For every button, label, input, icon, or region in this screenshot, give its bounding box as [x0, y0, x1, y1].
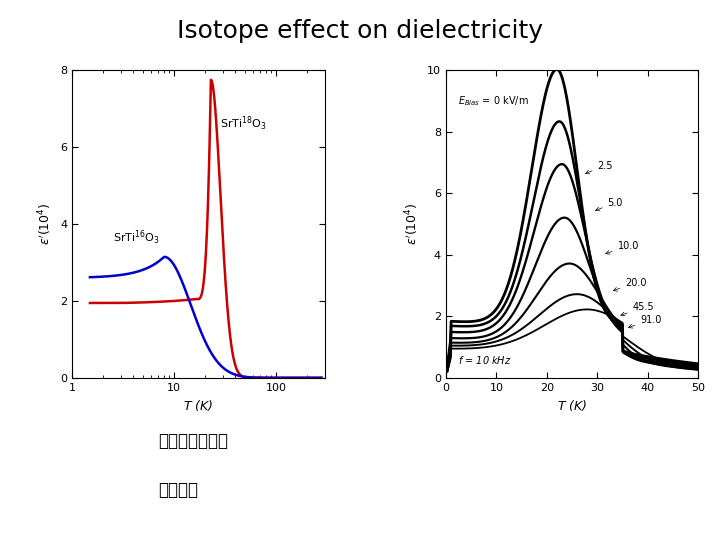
- Text: $E_{Bias}$ = 0 kV/m: $E_{Bias}$ = 0 kV/m: [459, 94, 529, 108]
- Text: 45.5: 45.5: [621, 302, 654, 316]
- Text: 例えば、: 例えば、: [158, 481, 199, 498]
- Text: 91.0: 91.0: [629, 314, 662, 328]
- Text: $f$ = 10 kHz: $f$ = 10 kHz: [459, 354, 512, 366]
- Text: SrTi$^{16}$O$_3$: SrTi$^{16}$O$_3$: [112, 228, 160, 247]
- Y-axis label: $\varepsilon'(10^4)$: $\varepsilon'(10^4)$: [37, 202, 55, 246]
- X-axis label: $T$ (K): $T$ (K): [557, 399, 588, 414]
- X-axis label: $T$ (K): $T$ (K): [183, 399, 213, 414]
- Text: 2.5: 2.5: [585, 160, 613, 174]
- Y-axis label: $\varepsilon'(10^4)$: $\varepsilon'(10^4)$: [404, 202, 421, 246]
- Text: 20.0: 20.0: [613, 278, 647, 291]
- Text: SrTi$^{18}$O$_3$: SrTi$^{18}$O$_3$: [220, 114, 266, 133]
- Text: Isotope effect on dielectricity: Isotope effect on dielectricity: [177, 19, 543, 43]
- Text: 5.0: 5.0: [595, 198, 623, 211]
- Text: 10.0: 10.0: [606, 241, 639, 254]
- Text: 東工大　伊藤ら: 東工大 伊藤ら: [158, 432, 228, 450]
